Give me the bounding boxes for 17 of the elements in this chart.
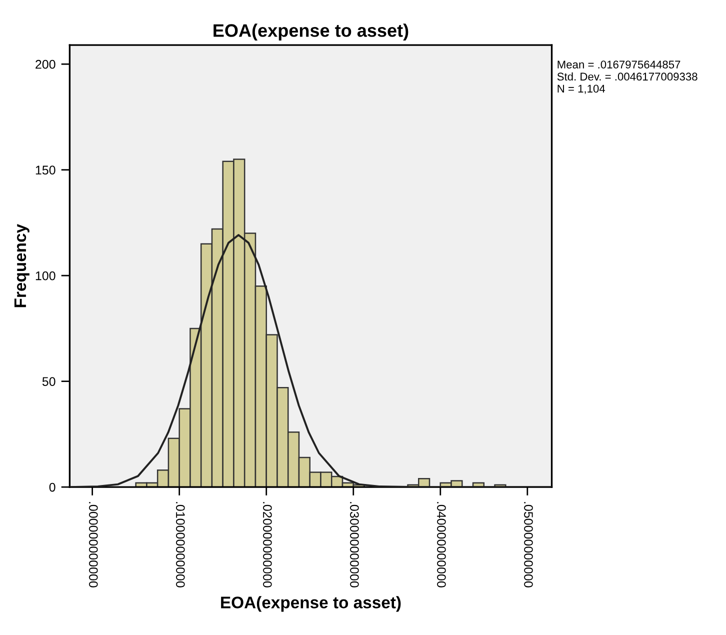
- text: Mean = .0167975644857: [558, 60, 680, 68]
- x-tick-label: .030000000000: [350, 502, 359, 588]
- y-tick-label: 50: [42, 377, 56, 386]
- x-axis-title: EOA(expense to asset): [221, 596, 401, 612]
- x-tick-label: .050000000000: [524, 502, 533, 588]
- x-tick-label: .000000000000: [88, 502, 98, 588]
- x-tick-label: .010000000000: [176, 502, 185, 588]
- y-tick-label: 150: [36, 166, 56, 174]
- text: Std. Dev. = .0046177009338: [557, 72, 698, 81]
- x-tick-label: .020000000000: [262, 502, 272, 588]
- y-tick-label: 100: [36, 271, 56, 280]
- chart-title: EOA(expense to asset): [214, 24, 408, 40]
- y-axis-title: Frequency: [14, 224, 30, 308]
- x-tick-label: .040000000000: [437, 502, 446, 588]
- text: N = 1,104: [558, 84, 606, 94]
- y-tick-label: 0: [49, 482, 56, 492]
- y-tick-label: 200: [36, 60, 56, 69]
